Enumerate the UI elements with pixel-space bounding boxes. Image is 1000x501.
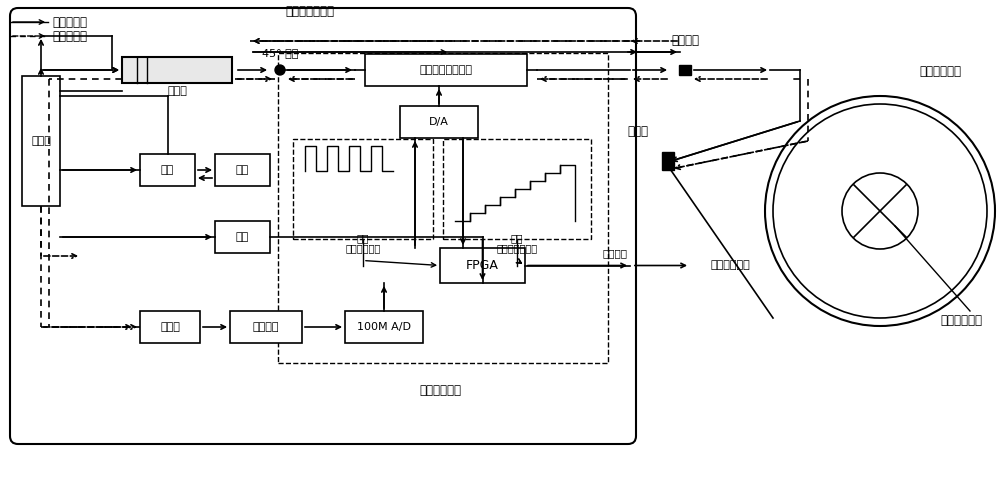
Text: 耦合器: 耦合器 — [31, 136, 51, 146]
Bar — [679, 65, 691, 75]
Text: D/A: D/A — [429, 117, 449, 127]
Circle shape — [842, 173, 918, 249]
FancyBboxPatch shape — [10, 8, 636, 444]
Circle shape — [275, 65, 285, 75]
Text: 探测器: 探测器 — [160, 322, 180, 332]
Text: 保偏光纤延迟环: 保偏光纤延迟环 — [286, 5, 334, 18]
Bar — [140, 154, 195, 186]
Text: 调制光信号: 调制光信号 — [52, 30, 87, 43]
Text: 起偏器: 起偏器 — [167, 86, 187, 96]
Circle shape — [765, 96, 995, 326]
Bar — [122, 57, 232, 83]
Bar — [22, 76, 60, 206]
Bar — [215, 221, 270, 253]
Text: 温控: 温控 — [236, 165, 249, 175]
Text: 调制: 调制 — [357, 233, 369, 243]
Bar — [215, 154, 270, 186]
Text: 传感光纤线圈: 传感光纤线圈 — [940, 315, 982, 328]
Text: 信号调理: 信号调理 — [253, 322, 279, 332]
Text: 基准光信号: 基准光信号 — [52, 16, 87, 29]
Text: 反射镜: 反射镜 — [628, 125, 648, 137]
Text: 光纤波片: 光纤波片 — [671, 34, 699, 47]
Circle shape — [773, 104, 987, 318]
Text: 数字相位阶梯波: 数字相位阶梯波 — [496, 243, 538, 253]
Bar — [345, 311, 423, 343]
Text: 测控保护装置: 测控保护装置 — [710, 261, 750, 271]
Text: 直波导相位调制器: 直波导相位调制器 — [420, 65, 473, 75]
Text: 信号处理单元: 信号处理单元 — [419, 384, 461, 397]
Bar — [443, 139, 591, 239]
Text: 相位调制方波: 相位调制方波 — [345, 243, 381, 253]
Text: 光源: 光源 — [161, 165, 174, 175]
Text: 100M A/D: 100M A/D — [357, 322, 411, 332]
Bar — [440, 248, 525, 283]
Text: 电源: 电源 — [236, 232, 249, 242]
Text: 数字信号: 数字信号 — [602, 248, 628, 259]
Text: 反馈: 反馈 — [511, 233, 523, 243]
Text: FPGA: FPGA — [466, 259, 499, 272]
Bar — [278, 53, 608, 363]
Bar — [230, 311, 302, 343]
Text: 45° 熔接: 45° 熔接 — [262, 48, 298, 58]
Bar — [662, 152, 674, 170]
Bar — [293, 139, 433, 239]
Bar — [400, 106, 478, 138]
Bar — [365, 54, 527, 86]
Bar — [140, 311, 200, 343]
Text: 载流一次导体: 载流一次导体 — [919, 65, 961, 78]
